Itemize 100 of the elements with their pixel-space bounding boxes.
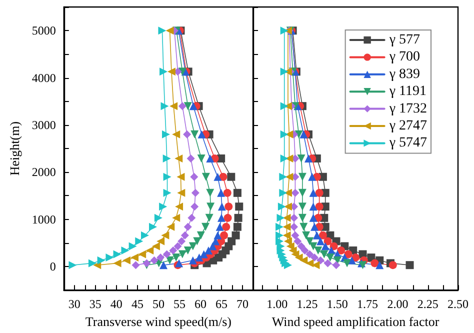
point [302, 231, 310, 240]
point [158, 26, 166, 35]
point [224, 214, 232, 222]
point [146, 246, 154, 254]
point [310, 222, 318, 231]
point [282, 214, 291, 222]
point [324, 237, 332, 246]
point [159, 68, 168, 76]
point [298, 202, 306, 211]
point [214, 172, 222, 181]
point [309, 214, 318, 222]
point [175, 202, 184, 211]
y-tick-label: 0 [50, 260, 56, 274]
point [197, 154, 206, 162]
point [348, 256, 356, 264]
x-tick-label: 1.75 [357, 297, 378, 312]
point [276, 237, 284, 246]
point [276, 231, 284, 240]
legend-label: γ 1732 [388, 101, 427, 116]
point [174, 242, 182, 250]
point [138, 250, 146, 258]
point [172, 254, 180, 262]
point [297, 154, 306, 162]
point [276, 222, 284, 231]
point [122, 256, 131, 264]
point [150, 256, 158, 264]
point [193, 237, 202, 246]
point [188, 256, 197, 264]
point [172, 130, 180, 138]
y-tick-label: 3000 [32, 118, 56, 132]
point [290, 222, 298, 231]
point [174, 154, 183, 162]
point [280, 130, 288, 138]
x-tick-label: 2.00 [387, 297, 408, 312]
x-tick-label: 35 [89, 297, 102, 312]
point [318, 231, 327, 240]
point [297, 242, 306, 250]
point [312, 231, 321, 240]
point [196, 231, 205, 240]
point [172, 214, 180, 222]
point [316, 237, 325, 246]
point [227, 172, 236, 181]
point [159, 261, 168, 270]
x-tick-label: 1.50 [326, 297, 348, 312]
point [284, 202, 292, 211]
point [376, 261, 384, 270]
point [161, 231, 170, 240]
point [388, 261, 397, 270]
x-tick-label: 55 [173, 297, 186, 312]
legend-label: γ 5747 [388, 136, 427, 151]
point [280, 68, 288, 76]
point [178, 250, 186, 258]
point [309, 202, 318, 211]
y-tick-label: 2000 [32, 165, 56, 180]
point [332, 261, 340, 270]
point [233, 222, 242, 231]
point [298, 188, 306, 197]
point [314, 246, 322, 254]
point [195, 254, 204, 262]
point [306, 250, 314, 258]
point [202, 172, 210, 181]
point [280, 102, 288, 110]
point [279, 188, 288, 197]
point [326, 254, 334, 262]
point [204, 246, 212, 254]
x-tick-label: 2.50 [448, 297, 468, 312]
point [406, 261, 414, 270]
point [148, 222, 157, 231]
point [276, 214, 285, 222]
point [159, 202, 168, 211]
point [309, 242, 318, 250]
point [308, 172, 316, 181]
point [216, 222, 224, 231]
y-tick-label: 4000 [32, 70, 56, 85]
point [298, 214, 306, 222]
point [141, 231, 150, 240]
point [315, 202, 324, 211]
legend-label: γ 700 [388, 50, 420, 65]
point [222, 222, 230, 231]
point [300, 246, 309, 254]
y-axis-title: Height(m) [7, 121, 22, 176]
point [177, 188, 186, 197]
point [169, 246, 178, 254]
point [205, 214, 214, 222]
point [154, 214, 162, 222]
point [162, 250, 171, 258]
point [206, 202, 215, 211]
point [113, 259, 122, 268]
point [214, 231, 222, 240]
point [198, 130, 206, 138]
legend-label: γ 1191 [388, 84, 426, 100]
point [370, 259, 379, 268]
x-tick-label: 2.25 [417, 297, 438, 312]
point [191, 188, 200, 197]
point [206, 188, 214, 197]
point [121, 246, 130, 254]
point [106, 254, 114, 262]
point [88, 259, 96, 268]
point [163, 172, 172, 181]
point [113, 250, 122, 258]
